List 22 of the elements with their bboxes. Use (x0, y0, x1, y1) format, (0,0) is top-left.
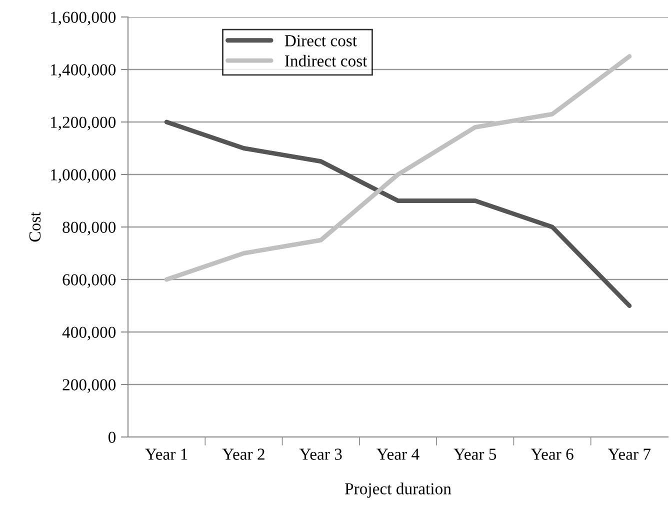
legend-label: Indirect cost (285, 54, 368, 67)
x-tick-label: Year 7 (608, 448, 651, 460)
y-tick-label: 800,000 (62, 222, 116, 236)
line-series (164, 120, 632, 308)
y-tick-label: 1,200,000 (50, 116, 116, 130)
y-tick-label: 200,000 (62, 379, 116, 393)
x-tick-label: Year 3 (299, 448, 342, 460)
y-tick-label: 1,400,000 (50, 64, 116, 78)
x-tick-label: Year 6 (530, 448, 574, 460)
legend-label: Direct cost (284, 35, 357, 46)
x-axis-title: Project duration (345, 482, 452, 498)
y-tick-label: 600,000 (62, 274, 116, 288)
x-tick-label: Year 1 (145, 448, 188, 460)
y-tick-label: 1,600,000 (50, 12, 116, 26)
x-tick-label: Year 4 (376, 448, 420, 460)
y-tick-label: 400,000 (62, 326, 116, 340)
x-tick-label: Year 5 (454, 448, 496, 460)
y-tick-label: 1,000,000 (50, 169, 116, 183)
x-tick-label: Year 2 (222, 448, 264, 460)
y-axis-title: Cost (29, 212, 41, 242)
line-series (164, 54, 632, 282)
y-tick-label: 0 (108, 432, 116, 443)
